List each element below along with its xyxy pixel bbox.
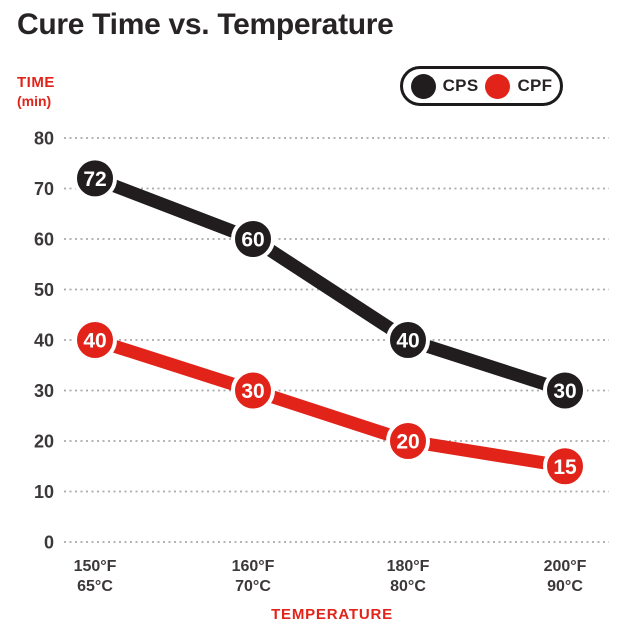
y-axis-title: TIME (min)	[17, 74, 55, 110]
y-tick-label: 20	[34, 432, 54, 452]
y-tick-label: 30	[34, 381, 54, 401]
y-axis-title-line2: (min)	[17, 93, 52, 109]
legend-dot-cps	[410, 73, 436, 99]
y-tick-label: 80	[34, 129, 54, 149]
x-tick-label-c: 65°C	[77, 578, 113, 595]
series-line-cpf	[88, 333, 572, 473]
legend-dot-cpf	[485, 73, 511, 99]
x-tick-label-c: 70°C	[235, 578, 271, 595]
data-point-label-cps: 72	[83, 168, 106, 191]
x-tick-label-f: 160°F	[232, 558, 275, 575]
data-point-cps	[543, 368, 587, 413]
data-point-cps	[73, 156, 117, 201]
data-point-label-cps: 30	[553, 380, 576, 403]
data-point-cps	[231, 217, 275, 261]
y-tick-label: 40	[34, 331, 54, 351]
data-point-label-cps: 40	[396, 330, 419, 353]
y-tick-label: 0	[44, 533, 54, 553]
y-tick-label: 10	[34, 482, 54, 502]
legend-label-cps: CPS	[442, 76, 479, 95]
data-point-label-cpf: 20	[396, 431, 419, 454]
x-axis-title: TEMPERATURE	[271, 606, 393, 623]
y-tick-label: 50	[34, 280, 54, 300]
data-point-cpf	[73, 318, 117, 362]
data-point-label-cpf: 30	[241, 380, 264, 403]
legend: CPS CPF	[400, 66, 563, 106]
data-point-cps	[386, 318, 430, 362]
data-point-cpf	[543, 444, 587, 489]
x-tick-label-f: 150°F	[74, 558, 117, 575]
x-tick-label-f: 180°F	[387, 558, 430, 575]
x-tick-label-c: 90°C	[547, 578, 583, 595]
y-tick-label: 60	[34, 230, 54, 250]
x-tick-label-c: 80°C	[390, 578, 426, 595]
chart-title: Cure Time vs. Temperature	[17, 8, 394, 41]
data-point-label-cpf: 15	[553, 456, 577, 479]
y-tick-label: 70	[34, 179, 54, 199]
x-tick-label-f: 200°F	[544, 558, 587, 575]
legend-label-cpf: CPF	[517, 76, 553, 95]
data-point-cpf	[231, 368, 275, 413]
series-line-cps	[88, 171, 572, 397]
data-point-cpf	[386, 419, 430, 463]
data-point-label-cpf: 40	[83, 330, 106, 353]
y-axis-title-line1: TIME	[17, 74, 55, 91]
data-point-label-cps: 60	[241, 229, 264, 252]
